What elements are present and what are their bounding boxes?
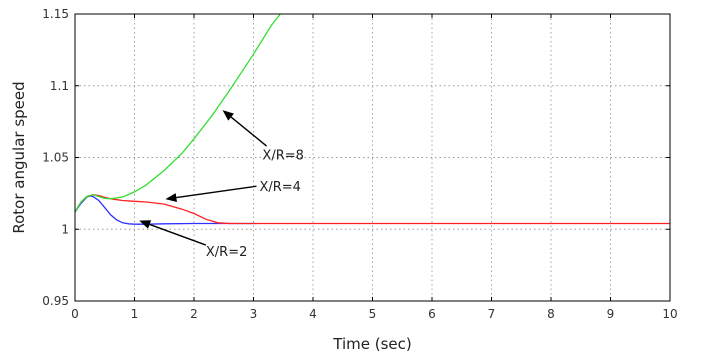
axes-frame — [74, 13, 671, 302]
x-axis-label: Time (sec) — [332, 335, 411, 353]
series-line-2 — [74, 13, 281, 213]
y-tick-label: 0.95 — [42, 294, 69, 308]
x-tick-label: 10 — [662, 307, 677, 321]
axis-ticks: 0 1 2 3 4 5 6 7 8 9 10 0.95 1 1.05 1.1 1.15 — [42, 7, 677, 321]
grid-lines — [75, 14, 670, 301]
annotation-arrow-1 — [176, 185, 257, 199]
y-axis-label: Rotor angular speed — [10, 81, 28, 233]
x-tick-label: 0 — [71, 307, 79, 321]
annotations: X/R=8 X/R=4 X/R=2 — [139, 110, 304, 260]
data-series — [74, 13, 670, 225]
x-tick-label: 9 — [607, 307, 615, 321]
y-tick-label: 1.1 — [50, 79, 69, 93]
x-tick-label: 2 — [190, 307, 198, 321]
x-tick-label: 1 — [131, 307, 139, 321]
annotation-label-1: X/R=4 — [259, 180, 300, 195]
x-tick-label: 6 — [428, 307, 436, 321]
x-tick-label: 7 — [488, 307, 496, 321]
x-tick-label: 4 — [309, 307, 317, 321]
annotation-label-2: X/R=2 — [206, 245, 247, 260]
annotation-arrowhead-0 — [222, 110, 234, 121]
x-tick-label: 3 — [250, 307, 258, 321]
annotation-label-0: X/R=8 — [262, 149, 303, 164]
y-tick-label: 1.05 — [42, 151, 69, 165]
y-tick-label: 1.15 — [42, 7, 69, 21]
x-tick-label: 5 — [369, 307, 377, 321]
y-tick-label: 1 — [61, 222, 69, 236]
annotation-arrow-0 — [230, 116, 268, 147]
annotation-arrowhead-2 — [139, 220, 152, 229]
annotation-arrowhead-1 — [165, 193, 177, 203]
x-tick-label: 8 — [547, 307, 555, 321]
annotation-arrow-2 — [149, 223, 207, 246]
